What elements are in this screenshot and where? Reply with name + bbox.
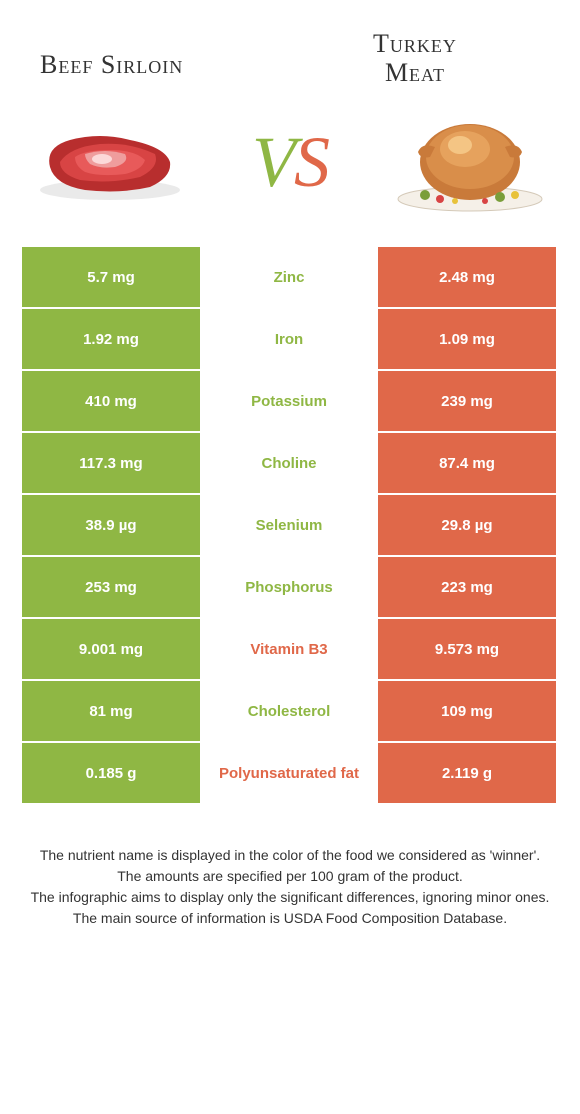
right-value-cell: 9.573 mg (378, 619, 556, 679)
footer-line2: The amounts are specified per 100 gram o… (20, 866, 560, 887)
nutrient-label-cell: Choline (200, 433, 378, 493)
left-value-cell: 253 mg (22, 557, 200, 617)
table-row: 81 mgCholesterol109 mg (22, 681, 558, 741)
nutrient-label-cell: Selenium (200, 495, 378, 555)
nutrient-label-cell: Potassium (200, 371, 378, 431)
turkey-meat-image (390, 107, 550, 217)
beef-sirloin-image (30, 107, 190, 217)
nutrient-label-cell: Iron (200, 309, 378, 369)
right-value-cell: 1.09 mg (378, 309, 556, 369)
nutrient-label-cell: Phosphorus (200, 557, 378, 617)
nutrient-label-cell: Vitamin B3 (200, 619, 378, 679)
right-value-cell: 2.48 mg (378, 247, 556, 307)
title-right: Turkey Meat (290, 30, 540, 87)
nutrient-label-cell: Cholesterol (200, 681, 378, 741)
table-row: 9.001 mgVitamin B39.573 mg (22, 619, 558, 679)
images-row: VS (0, 97, 580, 247)
right-value-cell: 223 mg (378, 557, 556, 617)
left-value-cell: 5.7 mg (22, 247, 200, 307)
title-left: Beef Sirloin (40, 30, 290, 80)
header: Beef Sirloin Turkey Meat (0, 0, 580, 97)
left-value-cell: 81 mg (22, 681, 200, 741)
left-value-cell: 1.92 mg (22, 309, 200, 369)
vs-label: VS (252, 121, 328, 204)
footer-line3: The infographic aims to display only the… (20, 887, 560, 908)
right-value-cell: 239 mg (378, 371, 556, 431)
table-row: 410 mgPotassium239 mg (22, 371, 558, 431)
right-value-cell: 87.4 mg (378, 433, 556, 493)
nutrient-label-cell: Polyunsaturated fat (200, 743, 378, 803)
table-row: 117.3 mgCholine87.4 mg (22, 433, 558, 493)
table-row: 5.7 mgZinc2.48 mg (22, 247, 558, 307)
footer-notes: The nutrient name is displayed in the co… (0, 805, 580, 949)
table-row: 253 mgPhosphorus223 mg (22, 557, 558, 617)
left-value-cell: 410 mg (22, 371, 200, 431)
table-row: 0.185 gPolyunsaturated fat2.119 g (22, 743, 558, 803)
right-value-cell: 109 mg (378, 681, 556, 741)
vs-v-letter: V (252, 122, 294, 202)
title-right-line1: Turkey (290, 30, 540, 59)
right-value-cell: 29.8 µg (378, 495, 556, 555)
footer-line4: The main source of information is USDA F… (20, 908, 560, 929)
left-value-cell: 38.9 µg (22, 495, 200, 555)
title-right-line2: Meat (290, 59, 540, 88)
vs-s-letter: S (294, 122, 328, 202)
table-row: 1.92 mgIron1.09 mg (22, 309, 558, 369)
left-value-cell: 117.3 mg (22, 433, 200, 493)
nutrient-label-cell: Zinc (200, 247, 378, 307)
footer-line1: The nutrient name is displayed in the co… (20, 845, 560, 866)
right-value-cell: 2.119 g (378, 743, 556, 803)
left-value-cell: 9.001 mg (22, 619, 200, 679)
comparison-table: 5.7 mgZinc2.48 mg1.92 mgIron1.09 mg410 m… (22, 247, 558, 803)
table-row: 38.9 µgSelenium29.8 µg (22, 495, 558, 555)
left-value-cell: 0.185 g (22, 743, 200, 803)
